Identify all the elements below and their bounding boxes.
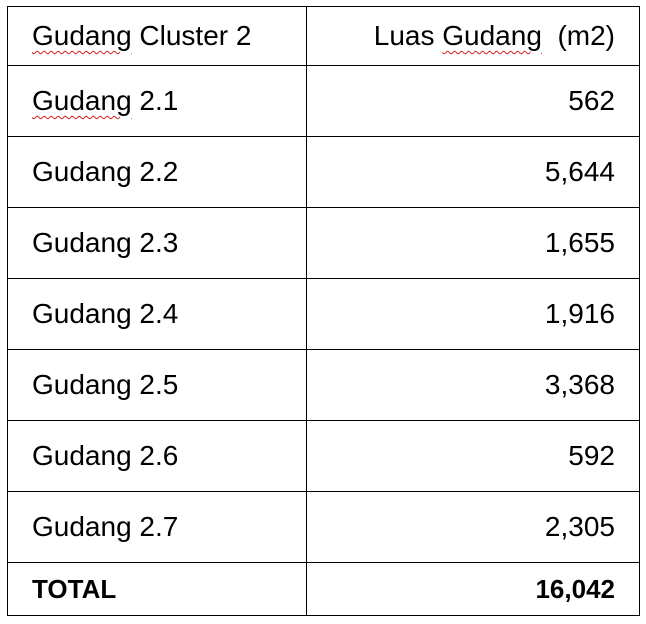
row-name-suffix: 2.4 (131, 298, 179, 329)
table-row: Gudang 2.7 2,305 (7, 491, 640, 563)
row-name-cell[interactable]: Gudang 2.2 (7, 136, 307, 208)
table-header-row: Gudang Cluster 2 Luas Gudang (m2) (7, 6, 640, 66)
row-name-prefix: Gudang (32, 440, 132, 471)
header-area[interactable]: Luas Gudang (m2) (306, 6, 640, 66)
table-row: Gudang 2.6 592 (7, 420, 640, 492)
header-area-unit: (m2) (557, 20, 615, 51)
row-name-prefix: Gudang (32, 369, 132, 400)
row-name-cell[interactable]: Gudang 2.7 (7, 491, 307, 563)
table-total-row: TOTAL 16,042 (7, 562, 640, 616)
row-name-prefix: Gudang (32, 511, 132, 542)
row-value-cell[interactable]: 5,644 (306, 136, 640, 208)
row-value-cell[interactable]: 1,655 (306, 207, 640, 279)
header-cluster-rest: Cluster 2 (131, 20, 252, 51)
row-name-prefix: Gudang (32, 298, 132, 329)
row-value-cell[interactable]: 592 (306, 420, 640, 492)
table-row: Gudang 2.5 3,368 (7, 349, 640, 421)
row-name-cell[interactable]: Gudang 2.3 (7, 207, 307, 279)
row-name-suffix: 2.3 (131, 227, 179, 258)
row-name-cell[interactable]: Gudang 2.4 (7, 278, 307, 350)
table-row: Gudang 2.1 562 (7, 65, 640, 137)
row-name-suffix: 2.6 (131, 440, 179, 471)
row-name-cell[interactable]: Gudang 2.1 (7, 65, 307, 137)
row-name-cell[interactable]: Gudang 2.5 (7, 349, 307, 421)
header-cluster[interactable]: Gudang Cluster 2 (7, 6, 307, 66)
row-name-prefix: Gudang (32, 156, 132, 187)
row-name-cell[interactable]: Gudang 2.6 (7, 420, 307, 492)
row-name-prefix: Gudang (32, 85, 132, 116)
table-row: Gudang 2.4 1,916 (7, 278, 640, 350)
row-name-suffix: 2.5 (131, 369, 179, 400)
row-name-suffix: 2.1 (131, 85, 179, 116)
row-value-cell[interactable]: 3,368 (306, 349, 640, 421)
total-label-cell[interactable]: TOTAL (7, 562, 307, 616)
header-area-luas: Luas (373, 20, 435, 51)
table-row: Gudang 2.3 1,655 (7, 207, 640, 279)
row-name-suffix: 2.2 (131, 156, 179, 187)
row-name-prefix: Gudang (32, 227, 132, 258)
header-cluster-word: Gudang (32, 20, 132, 51)
row-value-cell[interactable]: 562 (306, 65, 640, 137)
row-name-suffix: 2.7 (131, 511, 179, 542)
row-value-cell[interactable]: 2,305 (306, 491, 640, 563)
table-row: Gudang 2.2 5,644 (7, 136, 640, 208)
header-area-gudang: Gudang (442, 20, 542, 51)
warehouse-area-table: Gudang Cluster 2 Luas Gudang (m2) Gudang… (7, 6, 640, 616)
row-value-cell[interactable]: 1,916 (306, 278, 640, 350)
total-value-cell[interactable]: 16,042 (306, 562, 640, 616)
